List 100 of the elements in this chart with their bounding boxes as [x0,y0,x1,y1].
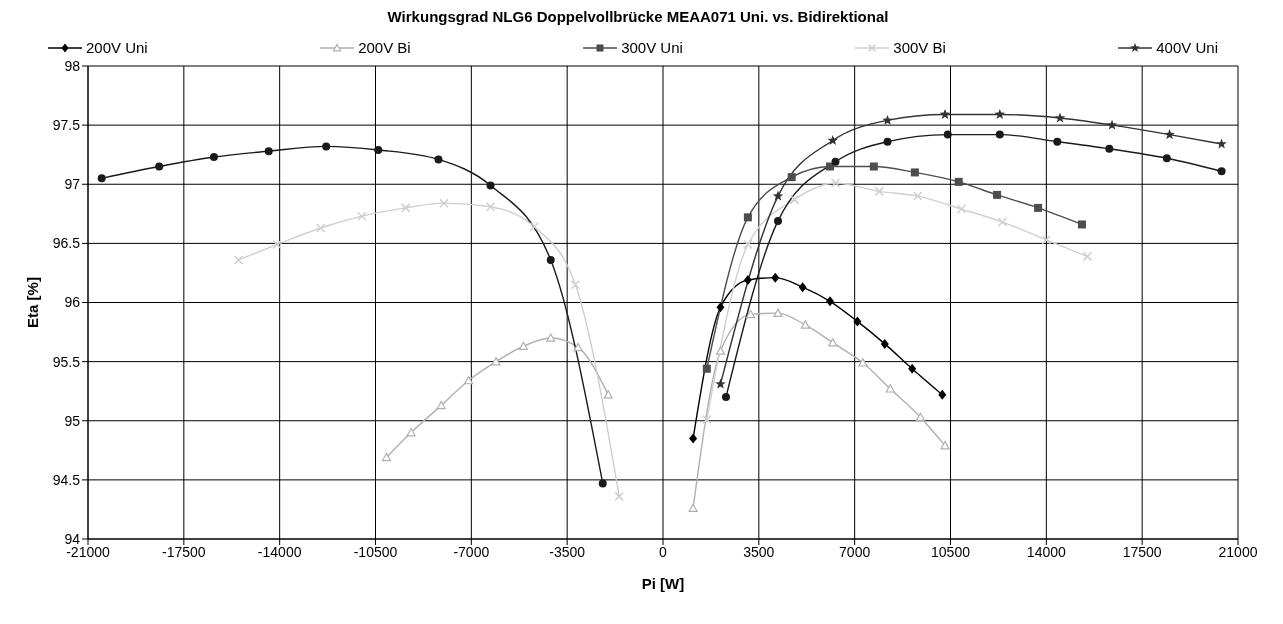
point [956,204,967,214]
y-tick-label: 95.5 [52,353,81,370]
point [800,320,810,329]
point [374,145,383,154]
point [1106,119,1118,130]
point [264,147,273,156]
point [874,186,885,197]
legend-label: 300V Bi [893,39,946,56]
x-tick-label: 17500 [1122,543,1162,560]
point [315,223,326,233]
point [715,378,726,389]
point [491,357,501,366]
x-tick-label: -3500 [549,543,586,560]
point [1077,220,1086,229]
point [993,190,1002,199]
x-tick-label: -7000 [453,543,490,560]
point [721,393,730,402]
y-tick-label: 95 [64,412,81,429]
point [688,503,698,513]
point [787,173,796,182]
point [546,255,555,264]
point [702,364,711,373]
legend-label: 200V Bi [358,39,411,56]
point [715,346,726,355]
point [598,479,607,488]
point [702,414,712,425]
point [485,201,496,212]
point [994,108,1006,119]
point [603,390,613,399]
point [826,296,835,307]
point [436,400,446,410]
point [995,130,1004,139]
point [885,384,895,393]
point [381,452,392,462]
x-tick-label: 10500 [931,543,971,560]
point [464,375,474,385]
point [209,153,218,162]
point [789,194,800,205]
point [882,114,893,125]
y-tick-label: 97 [64,176,81,193]
point [1054,112,1066,123]
point [439,198,449,208]
y-tick-label: 96.5 [52,235,81,252]
point [357,211,367,221]
x-tick-label: 0 [659,543,668,560]
point [97,174,106,183]
point [400,203,411,213]
point [546,333,556,342]
y-tick-label: 98 [64,57,81,74]
point [798,282,807,293]
x-tick-label: 21000 [1218,543,1258,560]
point [910,168,919,177]
point [830,178,841,188]
legend-label: 300V Uni [621,39,683,56]
point [772,190,784,201]
point [322,142,331,151]
point [853,316,862,327]
point [774,216,782,225]
point [716,302,725,313]
x-tick-label: 7000 [839,543,871,560]
point [938,389,947,400]
x-tick-label: 3500 [743,543,775,560]
point [1082,251,1093,262]
point [1162,154,1171,163]
point [883,137,892,146]
x-tick-label: -17500 [162,543,206,560]
point [943,130,952,139]
y-tick-label: 97.5 [52,117,81,134]
point [570,280,581,290]
point [773,308,783,317]
point [826,162,835,171]
point [743,213,752,222]
point [915,412,925,421]
legend-label: 400V Uni [1156,39,1218,56]
point [831,157,840,166]
point [689,433,698,444]
point [1217,167,1226,176]
point [272,239,282,250]
x-tick-label: -10500 [353,543,398,560]
y-tick-label: 94.5 [52,471,81,488]
point [1034,203,1043,212]
point [869,162,878,171]
point [486,181,495,190]
point [1164,129,1175,140]
legend-label: 200V Uni [86,39,148,56]
point [746,309,756,319]
point [997,217,1008,227]
point [858,358,868,367]
x-tick-label: -14000 [257,543,302,560]
x-axis-title: Pi [W] [641,575,685,592]
y-tick-label: 96 [64,294,81,311]
point [1041,235,1052,245]
point [529,222,540,232]
point [743,275,752,286]
y-axis-title: Eta [%] [24,277,42,328]
point [573,342,583,352]
point [908,363,917,374]
point [518,341,528,351]
point [434,155,443,164]
point [912,191,923,201]
